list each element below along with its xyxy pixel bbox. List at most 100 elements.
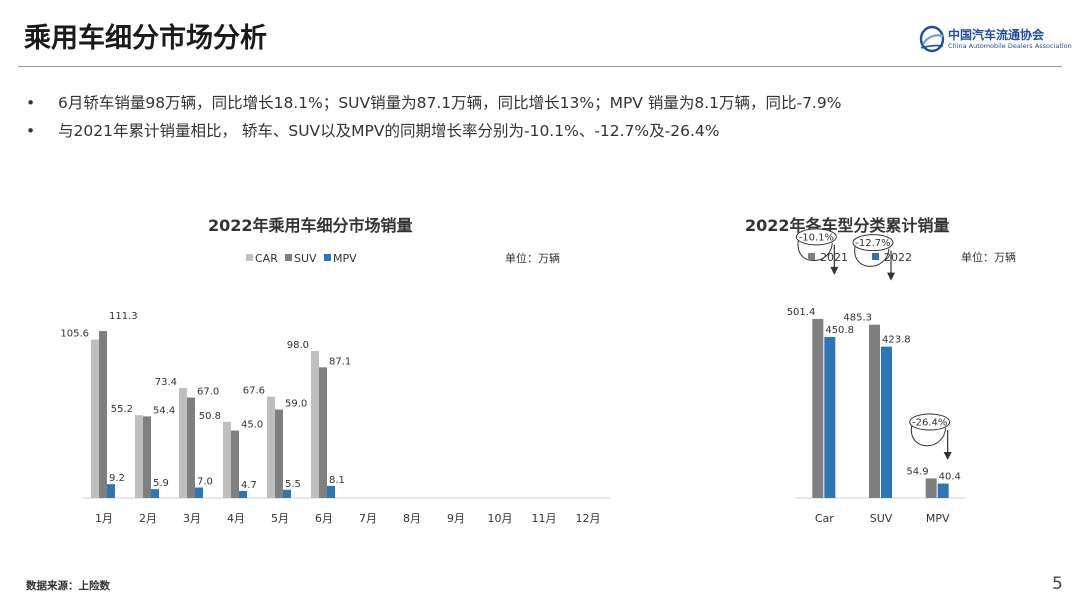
bar-mpv <box>239 490 247 498</box>
bar-suv <box>319 367 327 498</box>
x-tick-label: 4月 <box>227 512 245 525</box>
x-tick-label: 1月 <box>95 512 113 525</box>
annotation-arrow-head <box>887 272 895 281</box>
header-divider <box>18 66 1062 67</box>
x-tick-label: 2月 <box>139 512 157 525</box>
bar-mpv <box>327 485 335 498</box>
x-tick-label: 5月 <box>271 512 289 525</box>
annotation-bubble <box>852 234 894 252</box>
x-tick-label: 11月 <box>532 512 557 525</box>
logo-name: 中国汽车流通协会 <box>948 28 1045 42</box>
annotation-label: -12.7% <box>855 238 890 249</box>
bar-car <box>91 339 99 498</box>
data-label: 111.3 <box>109 311 138 322</box>
data-label: 485.3 <box>843 313 872 324</box>
bar-mpv <box>283 489 291 498</box>
annotation-loop <box>854 246 890 267</box>
bar-car <box>179 387 187 498</box>
annotation-label: -26.4% <box>912 418 947 429</box>
legend-label: 2022 <box>884 251 912 264</box>
data-label: 501.4 <box>787 307 816 318</box>
data-label: 45.0 <box>241 420 263 431</box>
x-tick-label: MPV <box>926 512 950 525</box>
bullet-text: 与2021年累计销量相比， 轿车、SUV以及MPV的同期增长率分别为-10.1%… <box>58 122 720 140</box>
data-label: 5.9 <box>153 478 169 489</box>
data-label: 98.0 <box>287 340 309 351</box>
legend-label: MPV <box>333 252 357 265</box>
data-label: 7.0 <box>197 477 213 488</box>
x-tick-label: 12月 <box>576 512 601 525</box>
chart1-title: 2022年乘用车细分市场销量 <box>208 216 413 235</box>
chart2-title: 2022年各车型分类累计销量 <box>745 216 950 235</box>
bullet-dot: • <box>26 94 36 112</box>
data-label: 450.8 <box>825 325 854 336</box>
bar-2021 <box>812 318 824 498</box>
bar-suv <box>143 416 151 498</box>
bar-suv <box>231 430 239 498</box>
data-source: 数据来源：上险数 <box>26 580 110 592</box>
annotation-label: -10.1% <box>799 232 834 243</box>
data-label: 54.4 <box>153 405 175 416</box>
page-number: 5 <box>1052 574 1063 594</box>
bar-2022 <box>824 337 836 498</box>
data-label: 50.8 <box>199 411 221 422</box>
legend-label: CAR <box>255 252 278 265</box>
data-label: 54.9 <box>906 466 928 477</box>
data-label: 8.1 <box>329 475 345 486</box>
bar-suv <box>187 397 195 498</box>
annotation-arrow-head <box>943 452 952 460</box>
data-label: 4.7 <box>241 480 257 491</box>
data-label: 423.8 <box>882 335 911 346</box>
cada-logo-icon <box>919 25 945 53</box>
bar-2021 <box>869 324 880 498</box>
bar-car <box>267 396 275 498</box>
x-tick-label: 9月 <box>447 512 465 525</box>
bar-car <box>311 351 319 498</box>
data-label: 9.2 <box>109 473 125 484</box>
logo-subtitle: China Automobile Dealers Association <box>948 42 1072 50</box>
data-label: 87.1 <box>329 356 351 367</box>
bar-2021 <box>925 478 937 498</box>
data-label: 55.2 <box>111 404 133 415</box>
bar-mpv <box>151 489 159 498</box>
annotation-loop <box>911 425 947 447</box>
x-tick-label: SUV <box>870 512 893 525</box>
annotation-loop <box>797 240 833 262</box>
bar-car <box>223 421 231 498</box>
annotation-arrow-head <box>830 266 839 275</box>
legend-swatch-2021 <box>808 253 815 260</box>
logo: 中国汽车流通协会 China Automobile Dealers Associ… <box>918 24 1072 56</box>
x-tick-label: Car <box>815 512 834 525</box>
legend-swatch-suv <box>285 254 292 261</box>
chart1-unit: 单位：万辆 <box>505 252 560 265</box>
bar-mpv <box>107 484 115 498</box>
annotation-bubble <box>795 228 837 246</box>
legend-swatch-car <box>246 254 253 261</box>
x-tick-label: 8月 <box>403 512 421 525</box>
data-label: 105.6 <box>60 329 89 340</box>
bullet-text: 6月轿车销量98万辆，同比增长18.1%；SUV销量为87.1万辆，同比增长13… <box>58 94 842 112</box>
data-label: 40.4 <box>939 472 961 483</box>
data-label: 5.5 <box>285 479 301 490</box>
bar-2022 <box>937 483 949 498</box>
annotation-bubble <box>909 413 951 431</box>
legend-swatch-mpv <box>324 254 331 261</box>
page-title: 乘用车细分市场分析 <box>24 23 267 54</box>
legend-swatch-2022 <box>872 253 879 260</box>
bar-2022 <box>881 346 892 498</box>
x-tick-label: 3月 <box>183 512 201 525</box>
legend-label: SUV <box>294 252 317 265</box>
data-label: 67.0 <box>197 387 219 398</box>
x-tick-label: 7月 <box>359 512 377 525</box>
legend-label: 2021 <box>820 251 848 264</box>
bullet-dot: • <box>26 122 36 140</box>
bar-mpv <box>195 487 203 498</box>
x-tick-label: 10月 <box>488 512 513 525</box>
chart2-unit: 单位：万辆 <box>961 251 1016 264</box>
x-tick-label: 6月 <box>315 512 333 525</box>
data-label: 73.4 <box>155 377 177 388</box>
bar-suv <box>275 409 283 498</box>
bar-suv <box>99 331 107 498</box>
